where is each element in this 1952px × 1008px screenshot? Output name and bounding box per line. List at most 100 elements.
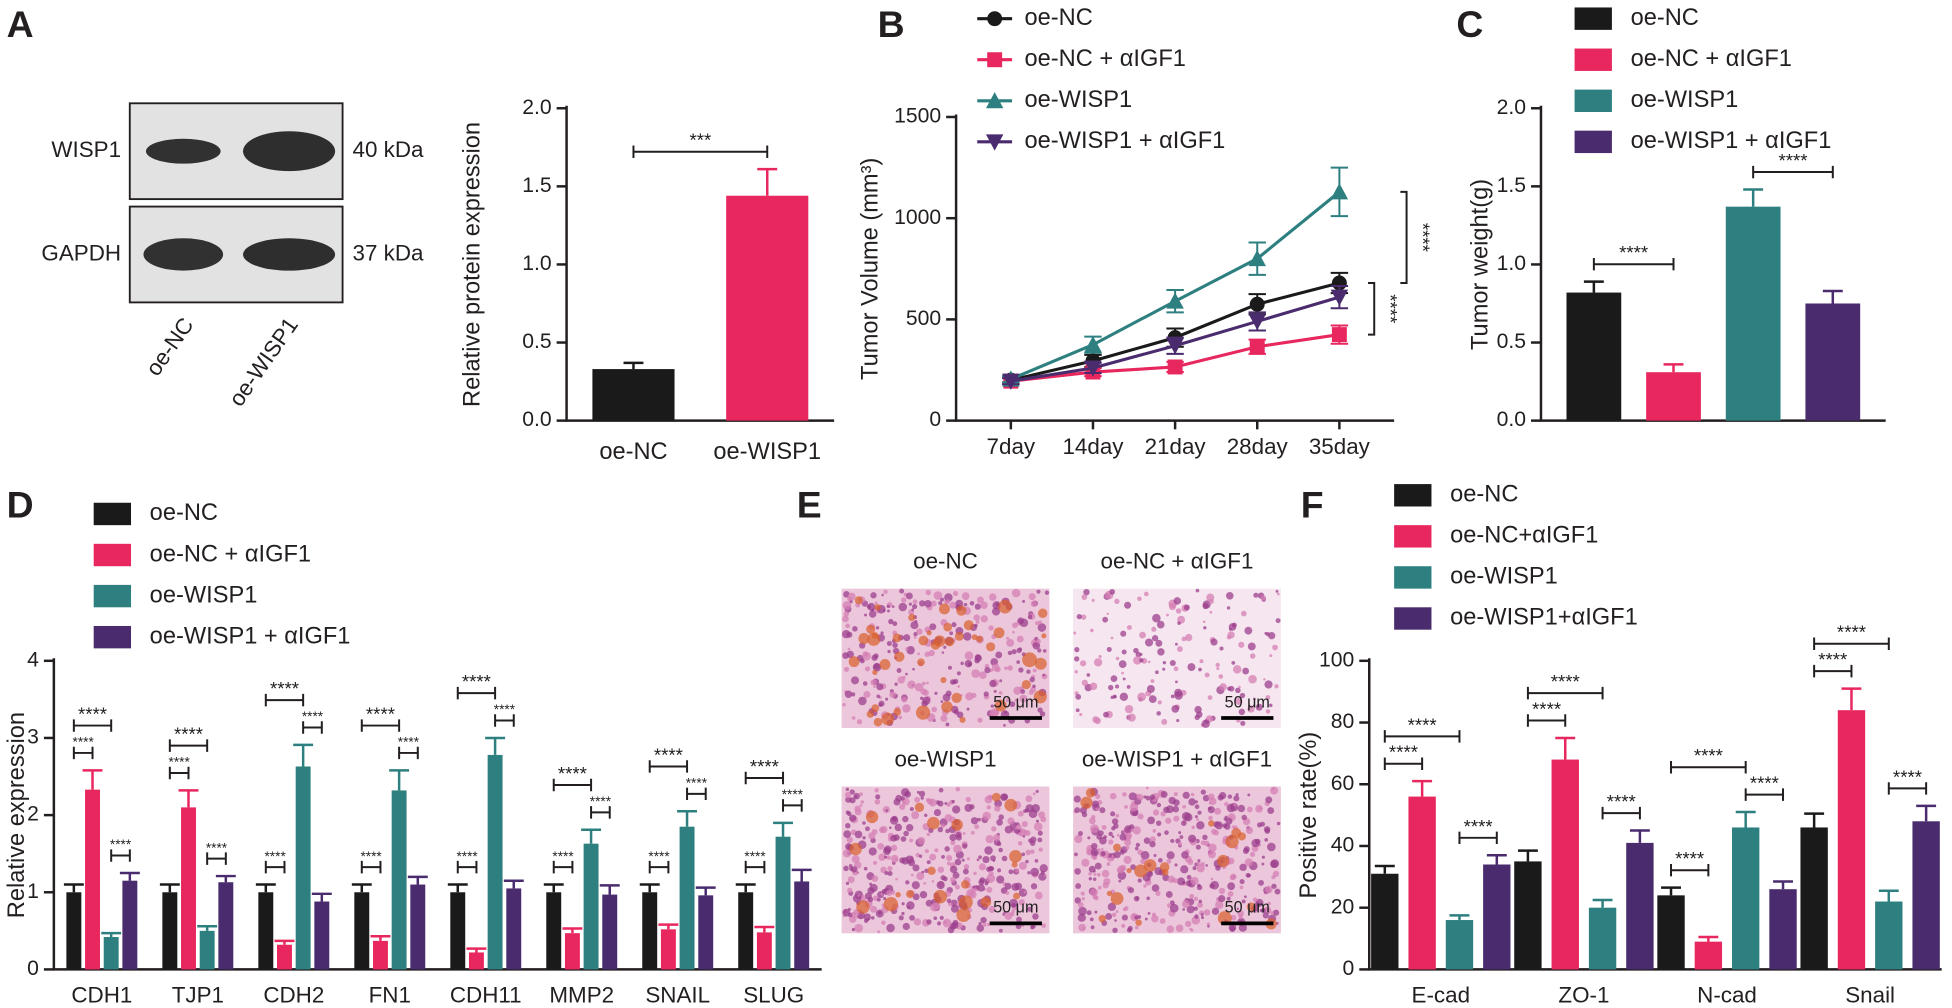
tissue-cell — [1128, 792, 1137, 801]
tissue-cell — [993, 689, 997, 693]
tissue-cell — [894, 823, 903, 832]
tissue-cell — [962, 843, 968, 849]
tissue-cell — [1115, 684, 1120, 689]
tissue-cell — [1263, 826, 1271, 833]
tissue-cell — [1207, 695, 1213, 700]
bracket — [782, 799, 803, 812]
tissue-cell — [988, 905, 996, 913]
significance: **** — [302, 709, 324, 724]
tissue-cell — [963, 864, 970, 870]
marker — [1084, 360, 1102, 377]
tissue-cell — [1137, 813, 1144, 820]
tissue-cell — [971, 669, 980, 678]
tissue-cell — [1121, 671, 1124, 675]
legend-swatch — [1394, 484, 1432, 507]
tissue-cell — [863, 866, 868, 871]
tissue-cell — [1175, 680, 1178, 684]
blood-cell — [926, 630, 932, 636]
x-tick-label: CDH11 — [450, 983, 522, 1008]
tissue-cell — [985, 835, 994, 844]
tissue-cell — [1034, 891, 1043, 900]
tissue-cell — [937, 921, 942, 926]
significance: **** — [1818, 649, 1847, 670]
tissue-cell — [979, 671, 987, 680]
tissue-cell — [966, 857, 970, 861]
blood-cell — [1033, 690, 1047, 704]
tissue-cell — [1027, 871, 1031, 875]
tissue-cell — [1182, 908, 1186, 911]
tissue-cell — [1193, 896, 1199, 901]
tissue-cell — [1200, 913, 1204, 916]
tissue-cell — [1226, 606, 1231, 610]
tissue-cell — [926, 798, 934, 805]
bar — [1445, 920, 1474, 970]
tissue-cell — [892, 621, 898, 627]
tissue-cell — [1011, 903, 1017, 908]
tissue-cell — [1213, 830, 1219, 836]
tissue-cell — [1139, 631, 1146, 639]
tissue-cell — [881, 889, 887, 894]
error-bar — [639, 883, 660, 893]
tissue-cell — [886, 641, 892, 647]
y-tick-label: 60 — [1331, 772, 1355, 795]
tissue-cell — [1191, 825, 1195, 830]
tissue-cell — [1259, 908, 1264, 913]
legend-label: oe-NC+αIGF1 — [1450, 523, 1598, 549]
tissue-cell — [1246, 873, 1251, 878]
tissue-cell — [1222, 823, 1228, 829]
x-tick-label: E-cad — [1412, 983, 1471, 1008]
tissue-cell — [1017, 810, 1024, 817]
bracket — [632, 145, 769, 158]
blood-cell — [1134, 864, 1148, 878]
tissue-cell — [931, 706, 937, 713]
tissue-cell — [1230, 914, 1237, 921]
tissue-cell — [982, 922, 987, 927]
tissue-cell — [956, 711, 964, 719]
tissue-cell — [1264, 680, 1273, 689]
bracket — [494, 714, 515, 727]
tissue-cell — [1186, 905, 1195, 914]
tissue-cell — [978, 879, 985, 886]
significance: **** — [1532, 698, 1561, 719]
tissue-cell — [1194, 815, 1198, 819]
tissue-cell — [901, 788, 910, 797]
tissue-cell — [1247, 705, 1255, 713]
significance: **** — [1408, 714, 1437, 735]
tissue-cell — [967, 662, 972, 667]
tissue-cell — [867, 887, 875, 895]
blood-cell — [1135, 919, 1142, 926]
tissue-cell — [902, 922, 910, 931]
tissue-cell — [950, 904, 959, 913]
bracket — [1813, 664, 1853, 678]
tissue-cell — [939, 915, 944, 920]
tissue-cell — [877, 930, 881, 934]
tissue-cell — [1274, 888, 1281, 895]
tissue-cell — [1170, 694, 1175, 699]
tissue-cell — [1229, 926, 1236, 933]
tissue-cell — [1086, 910, 1092, 916]
blood-cell — [1013, 892, 1020, 900]
tissue-cell — [945, 722, 950, 727]
bar — [1514, 861, 1542, 970]
tissue-cell — [1088, 817, 1096, 825]
y-tick-label: 1000 — [894, 206, 941, 229]
tissue-cell — [962, 868, 969, 875]
tissue-cell — [954, 858, 962, 866]
tissue-cell — [1270, 859, 1280, 868]
tissue-cell — [1014, 698, 1018, 702]
tissue-cell — [1249, 851, 1256, 857]
tissue-cell — [890, 844, 898, 852]
tissue-cell — [1134, 915, 1139, 920]
tissue-cell — [1017, 617, 1025, 624]
tissue-cell — [972, 885, 976, 889]
y-tick-label: 1.0 — [522, 252, 551, 275]
tissue-cell — [924, 599, 932, 608]
error-bar — [178, 789, 199, 808]
tissue-cell — [1173, 597, 1182, 605]
tissue-cell — [946, 861, 951, 866]
significance: **** — [744, 849, 766, 864]
blot-size-label: 40 kDa — [353, 137, 424, 162]
tissue-cell — [859, 658, 865, 664]
tissue-cell — [1272, 644, 1278, 651]
tissue-cell — [1265, 709, 1271, 714]
